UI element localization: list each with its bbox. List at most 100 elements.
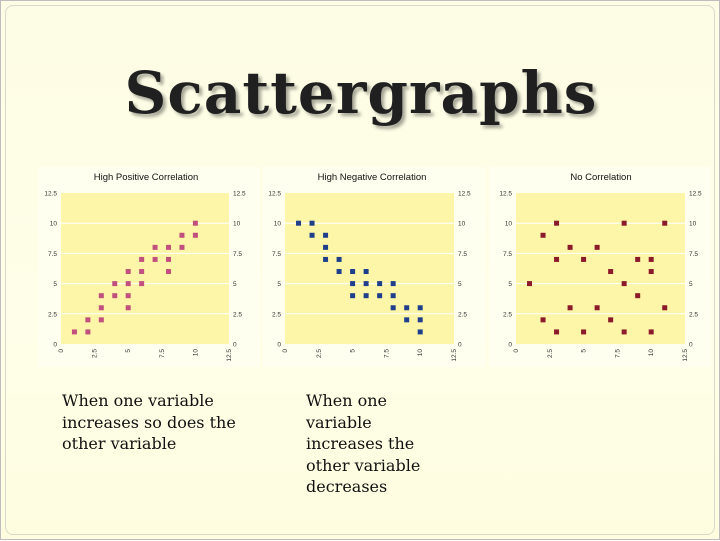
y-tick-label: 12.5: [268, 191, 281, 198]
y-tick-label-right: 5: [458, 281, 462, 288]
y-tick-label: 0: [508, 342, 512, 349]
data-point: [417, 305, 423, 311]
data-point: [192, 220, 198, 226]
plot-area: [285, 193, 454, 344]
y-tick-label: 7.5: [503, 251, 512, 258]
data-point: [179, 232, 185, 238]
y-tick-label-right: 10: [458, 221, 466, 228]
data-point: [125, 293, 131, 299]
data-point: [179, 244, 185, 250]
data-point: [581, 256, 587, 262]
data-point: [608, 269, 614, 275]
data-point: [363, 293, 369, 299]
data-point: [125, 305, 131, 311]
y-tick-label-right: 12.5: [458, 191, 471, 198]
data-point: [192, 232, 198, 238]
x-tick-label: 7.5: [614, 349, 621, 358]
data-point: [648, 269, 654, 275]
data-point: [323, 256, 329, 262]
y-tick-label-right: 0: [689, 342, 693, 349]
y-tick-label-right: 2.5: [233, 311, 242, 318]
data-point: [139, 281, 145, 287]
x-tick-label: 10: [648, 349, 655, 357]
y-tick-label: 2.5: [503, 311, 512, 318]
data-point: [323, 244, 329, 250]
data-point: [152, 256, 158, 262]
data-point: [621, 281, 627, 287]
x-tick-label: 0: [282, 349, 289, 353]
data-point: [336, 256, 342, 262]
data-point: [540, 317, 546, 323]
y-tick-label: 12.5: [499, 191, 512, 198]
data-point: [363, 281, 369, 287]
x-tick-label: 10: [417, 349, 424, 357]
data-point: [323, 232, 329, 238]
data-point: [390, 305, 396, 311]
data-point: [540, 232, 546, 238]
x-tick-label: 5: [350, 349, 357, 353]
data-point: [581, 329, 587, 335]
y-tick-label-right: 2.5: [689, 311, 698, 318]
x-tick-label: 2.5: [92, 349, 99, 358]
y-tick-label-right: 12.5: [233, 191, 246, 198]
data-point: [527, 281, 533, 287]
y-tick-label-right: 5: [233, 281, 237, 288]
y-tick-label: 7.5: [272, 251, 281, 258]
chart-title: High Negative Correlation: [318, 172, 427, 183]
data-point: [648, 256, 654, 262]
data-point: [350, 293, 356, 299]
data-point: [363, 269, 369, 275]
data-point: [377, 293, 383, 299]
data-point: [309, 220, 315, 226]
x-tick-label: 5: [581, 349, 588, 353]
data-point: [594, 244, 600, 250]
y-tick-label-right: 10: [233, 221, 241, 228]
data-point: [98, 293, 104, 299]
x-tick-label: 12.5: [451, 349, 458, 362]
data-point: [350, 281, 356, 287]
data-point: [608, 317, 614, 323]
data-point: [296, 220, 302, 226]
y-tick-label: 12.5: [44, 191, 57, 198]
x-tick-label: 7.5: [159, 349, 166, 358]
y-tick-label: 0: [277, 342, 281, 349]
data-point: [166, 269, 172, 275]
data-point: [635, 256, 641, 262]
x-tick-label: 0: [513, 349, 520, 353]
caption-positive-correlation: When one variable increases so does the …: [62, 391, 236, 453]
y-tick-label-right: 7.5: [458, 251, 467, 258]
y-tick-label: 5: [277, 281, 281, 288]
y-tick-label-right: 12.5: [689, 191, 702, 198]
data-point: [390, 293, 396, 299]
y-tick-label-right: 7.5: [689, 251, 698, 258]
x-tick-label: 12.5: [682, 349, 689, 362]
data-point: [404, 317, 410, 323]
chart-title: No Correlation: [570, 172, 631, 183]
data-point: [554, 329, 560, 335]
y-tick-label: 5: [53, 281, 57, 288]
y-tick-label: 5: [508, 281, 512, 288]
data-point: [152, 244, 158, 250]
data-point: [417, 317, 423, 323]
y-tick-label: 7.5: [48, 251, 57, 258]
chart-title: High Positive Correlation: [94, 172, 199, 183]
data-point: [139, 256, 145, 262]
data-point: [112, 293, 118, 299]
data-point: [567, 305, 573, 311]
y-tick-label-right: 0: [458, 342, 462, 349]
y-tick-label: 10: [505, 221, 513, 228]
caption-negative-correlation: When one variable increases the other va…: [306, 391, 421, 496]
y-tick-label-right: 0: [233, 342, 237, 349]
y-tick-label-right: 7.5: [233, 251, 242, 258]
data-point: [112, 281, 118, 287]
data-point: [166, 256, 172, 262]
y-tick-label: 10: [274, 221, 282, 228]
data-point: [350, 269, 356, 275]
data-point: [635, 293, 641, 299]
data-point: [336, 269, 342, 275]
x-tick-label: 7.5: [383, 349, 390, 358]
